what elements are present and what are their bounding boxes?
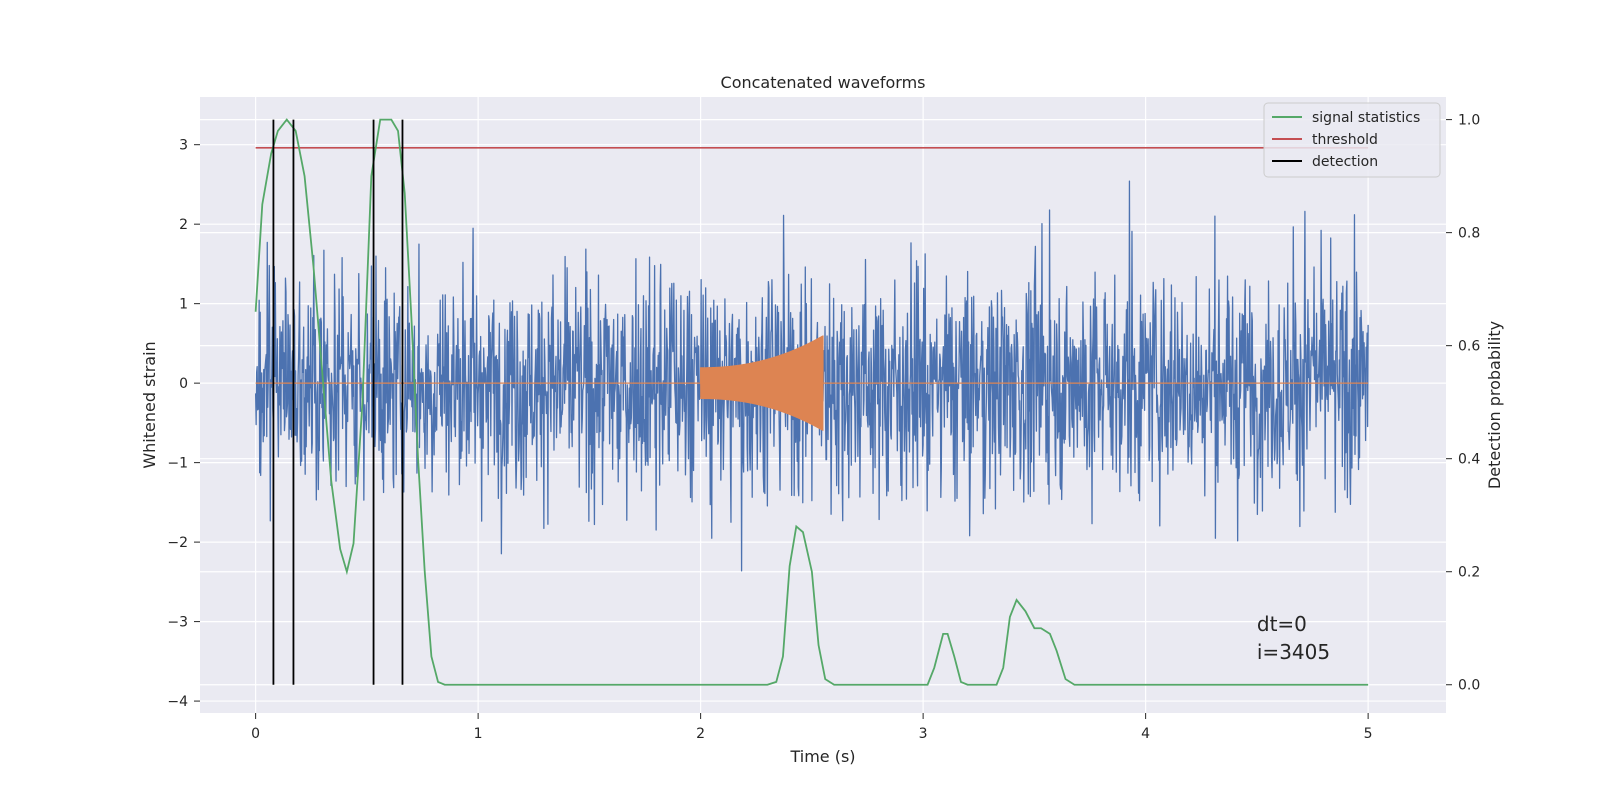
annotation-line: i=3405 (1257, 640, 1330, 664)
x-tick-label: 2 (696, 726, 705, 742)
legend-box (1263, 102, 1441, 178)
y-tick-label: −4 (167, 694, 188, 710)
y2-tick-label: 0.0 (1458, 678, 1480, 694)
y2-axis-label: Detection probability (1485, 321, 1504, 489)
legend-label: detection (1312, 154, 1378, 170)
legend: signal statistics threshold detection (1263, 102, 1441, 178)
waveform-series (255, 335, 1369, 431)
y2-axis-ticks: 0.0 0.2 0.4 0.6 0.8 1.0 (1446, 113, 1480, 694)
y-tick-label: 3 (179, 138, 188, 154)
detection-overlay (254, 118, 1369, 686)
y2-tick-label: 1.0 (1458, 113, 1480, 129)
y2-tick-label: 0.8 (1458, 226, 1480, 242)
noise-series (254, 180, 1369, 572)
legend-label: signal statistics (1312, 110, 1420, 126)
y-axis-ticks: −4 −3 −2 −1 0 1 2 3 (167, 138, 200, 710)
x-tick-label: 4 (1141, 726, 1150, 742)
legend-label: threshold (1312, 132, 1378, 148)
y-tick-label: 1 (179, 297, 188, 313)
y2-tick-label: 0.6 (1458, 339, 1480, 355)
signal-statistics-line (254, 118, 1369, 686)
waveform-line (255, 335, 1369, 431)
y-tick-label: −1 (167, 456, 188, 472)
y2-tick-label: 0.4 (1458, 452, 1480, 468)
x-axis-ticks: 0 1 2 3 4 5 (251, 713, 1373, 742)
y-tick-label: −2 (167, 535, 188, 551)
annotation: dt=0 i=3405 (1257, 612, 1330, 664)
y-tick-label: −3 (167, 615, 188, 631)
x-axis-label: Time (s) (789, 747, 855, 766)
chart-title: Concatenated waveforms (721, 73, 926, 92)
noise-line (254, 180, 1369, 572)
annotation-line: dt=0 (1257, 612, 1307, 636)
x-tick-label: 1 (474, 726, 483, 742)
x-tick-label: 3 (919, 726, 928, 742)
x-tick-label: 0 (251, 726, 260, 742)
y-tick-label: 0 (179, 376, 188, 392)
x-tick-label: 5 (1364, 726, 1373, 742)
y-tick-label: 2 (179, 217, 188, 233)
y2-tick-label: 0.2 (1458, 565, 1480, 581)
y-axis-label: Whitened strain (140, 341, 159, 468)
